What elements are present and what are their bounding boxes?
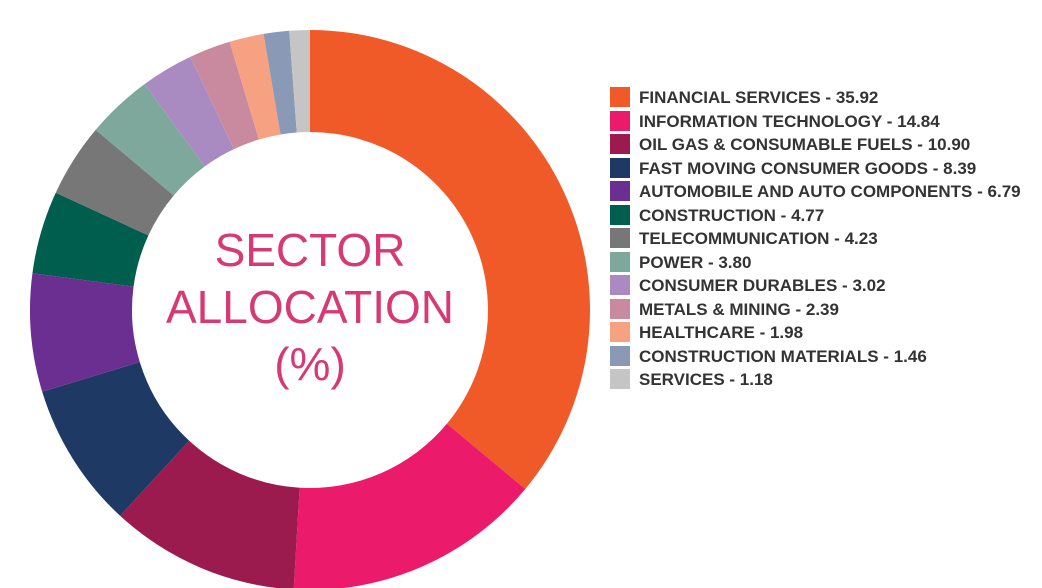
legend-text: FAST MOVING CONSUMER GOODS - 8.39 [639, 157, 976, 181]
value-label: 6.79 [987, 182, 1021, 201]
legend-entry: TELECOMMUNICATION - 4.23 [610, 227, 1030, 251]
legend-swatch [610, 275, 630, 295]
value-label: 14.84 [897, 111, 940, 131]
legend-text: HEALTHCARE - 1.98 [639, 321, 803, 345]
value-label: 35.92 [835, 88, 879, 107]
legend-swatch [610, 369, 630, 389]
legend-entry: AUTOMOBILE AND AUTO COMPONENTS - 6.79 [610, 180, 1030, 204]
legend-entry: CONSUMER DURABLES - 3.02 [610, 274, 1030, 298]
legend-entry: HEALTHCARE - 1.98 [610, 321, 1030, 345]
legend-text: AUTOMOBILE AND AUTO COMPONENTS - 6.79 [639, 180, 1021, 204]
donut-slice [95, 84, 205, 196]
legend-label: HEALTHCARE - [639, 323, 766, 342]
donut-slice [190, 41, 259, 150]
chart [29, 30, 590, 588]
legend-swatch [610, 298, 630, 319]
value-label: 1.46 [893, 346, 927, 366]
legend-entry: OIL GAS & CONSUMABLE FUELS - 10.90 [610, 133, 1030, 157]
legend-label: CONSTRUCTION MATERIALS - [639, 346, 889, 366]
legend-entry: CONSTRUCTION MATERIALS - 1.46 [610, 345, 1030, 369]
legend: FINANCIAL SERVICES - 35.92 INFORMATION TE… [610, 86, 1030, 392]
chart-title: SECTOR ALLOCATION (%) [166, 224, 454, 390]
legend-text: TELECOMMUNICATION - 4.23 [639, 227, 878, 251]
legend-text: CONSTRUCTION - 4.77 [639, 204, 824, 228]
legend-entry: INFORMATION TECHNOLOGY - 14.84 [610, 110, 1030, 134]
legend-swatch [610, 181, 630, 201]
legend-label: METALS & MINING - [639, 299, 802, 319]
legend-text: METALS & MINING - 2.39 [639, 298, 839, 322]
donut-slice [293, 423, 526, 588]
legend-label: FAST MOVING CONSUMER GOODS - [639, 158, 939, 178]
value-label: 8.39 [943, 158, 977, 178]
legend-swatch [610, 345, 630, 366]
legend-swatch [610, 251, 630, 272]
donut-slice [310, 30, 590, 490]
legend-text: CONSUMER DURABLES - 3.02 [639, 274, 886, 298]
donut-slice [29, 273, 140, 392]
donut-slice [229, 33, 281, 140]
legend-label: TELECOMMUNICATION - [639, 229, 840, 248]
legend-text: POWER - 3.80 [639, 251, 751, 275]
value-label: 1.18 [739, 370, 773, 389]
legend-entry: METALS & MINING - 2.39 [610, 298, 1030, 322]
value-label: 1.98 [769, 323, 804, 342]
value-label: 10.90 [927, 135, 971, 154]
donut-slice [289, 30, 310, 133]
donut-slice [120, 440, 300, 588]
donut-slice [55, 129, 174, 236]
legend-entry: SERVICES - 1.18 [610, 368, 1030, 392]
legend-text: CONSTRUCTION MATERIALS - 1.46 [639, 345, 927, 369]
donut-slice [263, 30, 297, 135]
legend-entry: CONSTRUCTION - 4.77 [610, 204, 1030, 228]
value-label: 3.02 [852, 276, 886, 295]
legend-text: OIL GAS & CONSUMABLE FUELS - 10.90 [639, 133, 970, 157]
donut-slice [32, 192, 149, 287]
legend-text: FINANCIAL SERVICES - 35.92 [639, 86, 878, 110]
legend-label: POWER - [639, 252, 714, 272]
legend-entry: POWER - 3.80 [610, 251, 1030, 275]
value-label: 4.23 [844, 229, 878, 248]
legend-swatch [610, 228, 630, 248]
legend-text: INFORMATION TECHNOLOGY - 14.84 [639, 110, 940, 134]
donut-slice [144, 56, 234, 167]
legend-label: AUTOMOBILE AND AUTO COMPONENTS - [639, 182, 983, 201]
legend-text: SERVICES - 1.18 [639, 368, 773, 392]
legend-label: CONSUMER DURABLES - [639, 276, 848, 295]
value-label: 3.80 [718, 252, 752, 272]
legend-label: CONSTRUCTION - [639, 205, 787, 225]
legend-swatch [610, 110, 630, 131]
legend-label: OIL GAS & CONSUMABLE FUELS - [639, 135, 923, 154]
legend-label: FINANCIAL SERVICES - [639, 88, 832, 107]
legend-label: SERVICES - [639, 370, 736, 389]
legend-swatch [610, 87, 630, 107]
legend-entry: FINANCIAL SERVICES - 35.92 [610, 86, 1030, 110]
value-label: 4.77 [791, 205, 825, 225]
legend-swatch [610, 157, 630, 178]
legend-swatch [610, 204, 630, 225]
donut-slice [42, 361, 190, 516]
value-label: 2.39 [805, 299, 839, 319]
legend-entry: FAST MOVING CONSUMER GOODS - 8.39 [610, 157, 1030, 181]
legend-swatch [610, 322, 630, 342]
legend-label: INFORMATION TECHNOLOGY - [639, 111, 893, 131]
legend-swatch [610, 134, 630, 154]
